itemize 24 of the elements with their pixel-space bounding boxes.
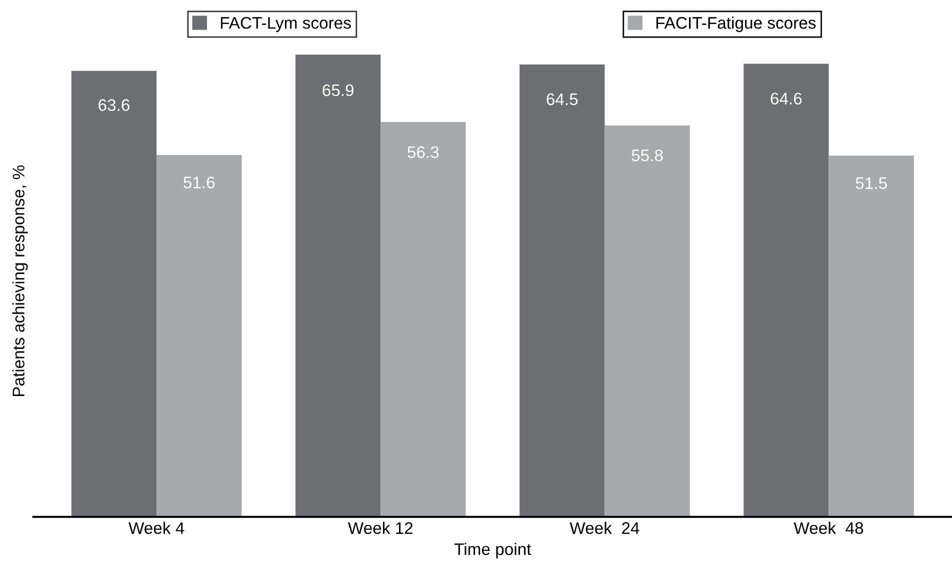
data-label: 51.5: [856, 177, 887, 190]
bar: [744, 64, 829, 517]
data-label: 51.6: [184, 176, 215, 188]
bar: [828, 156, 914, 517]
data-label: 56.3: [408, 146, 439, 158]
data-label: 55.8: [632, 150, 663, 162]
data-label: 63.6: [98, 99, 130, 111]
bar: [295, 54, 381, 517]
bar: [604, 126, 690, 517]
legend-label: FACT-Lym scores: [220, 17, 351, 32]
x-axis-title: Time point: [454, 542, 532, 558]
data-label: 64.5: [546, 93, 578, 106]
bar: [380, 122, 466, 517]
x-tick-label: Week 24: [570, 522, 640, 534]
bar: [156, 154, 242, 517]
bar: [71, 70, 157, 517]
legend-label: FACIT-Fatigue scores: [656, 16, 816, 32]
x-tick-label: Week 12: [348, 522, 413, 534]
x-tick-label: Week 48: [794, 522, 864, 534]
x-tick-label: Week 4: [128, 522, 184, 534]
bar: [520, 64, 605, 517]
data-label: 64.6: [770, 92, 802, 105]
data-label: 65.9: [322, 84, 354, 96]
y-axis-title: Patients achieving response, %: [12, 165, 28, 396]
